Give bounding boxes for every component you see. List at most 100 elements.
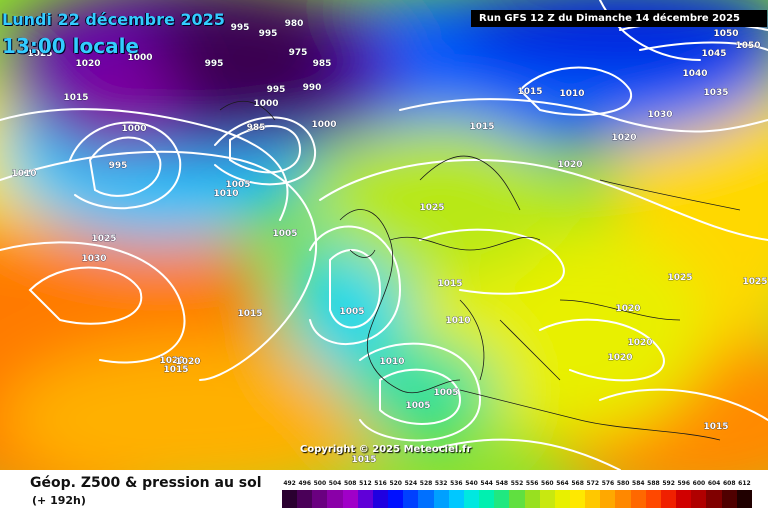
legend-label: 492 xyxy=(283,480,296,487)
pressure-label: 1005 xyxy=(272,229,297,239)
legend-label: 548 xyxy=(495,480,509,487)
pressure-label: 1045 xyxy=(701,49,726,59)
legend-swatch xyxy=(509,490,525,508)
pressure-label: 1025 xyxy=(27,49,52,59)
legend-label: 600 xyxy=(692,480,706,487)
legend-swatch xyxy=(706,490,722,508)
legend-label: 572 xyxy=(586,480,600,487)
pressure-label: 1015 xyxy=(163,365,188,375)
pressure-label: 1005 xyxy=(433,388,458,398)
legend-swatch xyxy=(676,490,692,508)
pressure-label: 1020 xyxy=(615,304,640,314)
legend-swatch xyxy=(660,490,677,508)
pressure-label: 975 xyxy=(289,48,308,58)
legend-label: 536 xyxy=(450,480,463,487)
legend-label: 528 xyxy=(419,480,433,487)
pressure-label: 1020 xyxy=(175,357,200,367)
pressure-label: 1025 xyxy=(667,273,692,283)
pressure-label: 995 xyxy=(267,85,286,95)
legend-label: 576 xyxy=(601,480,615,487)
pressure-label: 1015 xyxy=(703,422,728,432)
pressure-label: 1020 xyxy=(75,59,100,69)
pressure-label: 1000 xyxy=(121,124,146,134)
legend-label: 612 xyxy=(738,480,751,487)
legend-label: 592 xyxy=(662,480,675,487)
legend-swatch xyxy=(585,490,601,508)
pressure-label: 995 xyxy=(259,29,278,39)
pressure-label: 1050 xyxy=(735,41,760,51)
legend-swatch xyxy=(721,490,737,508)
pressure-label: 985 xyxy=(247,123,266,133)
legend-swatch xyxy=(554,490,570,508)
legend-label: 564 xyxy=(556,480,569,487)
pressure-label: 995 xyxy=(231,23,250,33)
legend-swatch xyxy=(630,490,646,508)
legend-swatch xyxy=(342,490,358,508)
pressure-label: 1025 xyxy=(419,203,444,213)
coastlines xyxy=(219,101,741,441)
legend-label: 608 xyxy=(722,480,736,487)
pressure-label: 980 xyxy=(285,19,304,29)
chart-title: Géop. Z500 & pression au sol xyxy=(30,475,262,491)
pressure-label: 1015 xyxy=(437,279,462,289)
legend-swatch xyxy=(524,490,540,508)
legend-swatch xyxy=(282,490,298,508)
pressure-label: 1005 xyxy=(339,307,364,317)
legend-swatch xyxy=(736,490,752,508)
pressure-label: 1010 xyxy=(559,89,584,99)
pressure-label-layer: 995 980 995 975 985 995 990 1000 985 1000 995 1000 1… xyxy=(11,19,768,466)
legend-swatch xyxy=(433,490,449,508)
legend-label: 520 xyxy=(389,480,402,487)
legend-label: 516 xyxy=(374,480,387,487)
legend-swatch xyxy=(539,490,555,508)
legend-label: 556 xyxy=(525,480,539,487)
legend-labels: 492 496 500 504 508 512 516 520 524 528 532 536 540 5… xyxy=(282,480,752,490)
legend-label: 588 xyxy=(647,480,660,487)
pressure-label: 1040 xyxy=(682,69,707,79)
legend-label: 596 xyxy=(677,480,691,487)
legend-label: 496 xyxy=(298,480,311,487)
valid-time: 13:00 locale xyxy=(2,34,139,58)
footer-panel: Géop. Z500 & pression au sol (+ 192h) 49… xyxy=(0,470,768,512)
legend-swatch xyxy=(615,490,631,508)
pressure-label: 1005 xyxy=(405,401,430,411)
legend-swatch xyxy=(569,490,586,508)
legend-label: 552 xyxy=(510,480,524,487)
legend-swatch xyxy=(691,490,707,508)
pressure-label: 1010 xyxy=(445,316,470,326)
pressure-label: 1050 xyxy=(713,29,738,39)
pressure-label: 1020 xyxy=(611,133,636,143)
pressure-label: 1010 xyxy=(213,189,238,199)
legend-swatch xyxy=(357,490,373,508)
forecast-lead-time: (+ 192h) xyxy=(32,494,86,507)
pressure-label: 990 xyxy=(303,83,322,93)
legend-label: 512 xyxy=(359,480,372,487)
legend-label: 508 xyxy=(343,480,357,487)
legend-swatch xyxy=(418,490,434,508)
pressure-label: 1000 xyxy=(127,53,152,63)
pressure-label: 1020 xyxy=(557,160,582,170)
pressure-label: 1000 xyxy=(311,120,336,130)
legend-swatch xyxy=(479,490,495,508)
legend-label: 504 xyxy=(328,480,342,487)
legend-swatch xyxy=(403,490,419,508)
legend-label: 560 xyxy=(541,480,554,487)
legend-color-bar xyxy=(282,490,752,508)
color-scale-legend: 492 496 500 504 508 512 516 520 524 528 532 536 540 5… xyxy=(282,480,752,510)
geopotential-field xyxy=(0,0,768,470)
copyright-notice: Copyright © 2025 Meteociel.fr xyxy=(300,444,472,455)
pressure-label: 1005 xyxy=(225,180,250,190)
legend-label: 500 xyxy=(313,480,327,487)
legend-swatch xyxy=(645,490,661,508)
legend-label: 524 xyxy=(404,480,418,487)
pressure-label: 1015 xyxy=(517,87,542,97)
legend-label: 540 xyxy=(465,480,478,487)
pressure-label: 1025 xyxy=(742,277,767,287)
isobars xyxy=(0,0,768,470)
pressure-label: 1015 xyxy=(469,122,494,132)
pressure-label: 1000 xyxy=(253,99,278,109)
pressure-label: 995 xyxy=(109,161,128,171)
pressure-label: 1030 xyxy=(647,110,672,120)
legend-swatch xyxy=(297,490,313,508)
